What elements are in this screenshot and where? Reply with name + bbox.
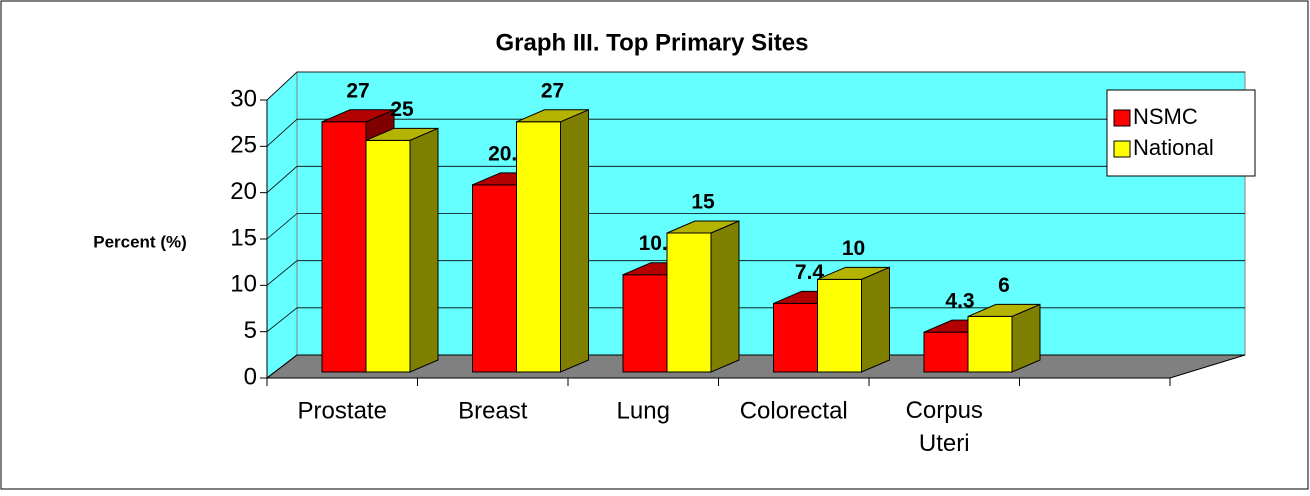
data-label: 4.3 — [945, 290, 974, 313]
y-tick-label: 20 — [230, 178, 257, 205]
y-tick-label: 5 — [244, 317, 257, 344]
grid-line — [266, 71, 298, 101]
bar-front — [472, 184, 517, 373]
data-label: 7.4 — [795, 261, 825, 284]
grid-line — [266, 260, 298, 286]
legend-swatch — [1113, 109, 1131, 127]
legend-label: NSMC — [1133, 104, 1198, 129]
bar-front — [817, 278, 862, 373]
legend-box — [1106, 89, 1256, 177]
x-tick-label: Corpus Uteri — [906, 397, 983, 457]
data-label: 10 — [842, 237, 865, 260]
side-wall — [266, 70, 298, 380]
data-label: 15 — [691, 191, 715, 214]
bar-front — [516, 121, 561, 373]
bar-top — [365, 127, 439, 141]
bar-top — [666, 220, 740, 234]
bar-side — [409, 127, 439, 373]
bar-front — [923, 331, 969, 373]
bar-side — [861, 266, 890, 373]
y-tick-label: 30 — [230, 85, 257, 112]
bar-side — [560, 109, 589, 373]
x-tick-label: Lung — [617, 397, 670, 424]
x-tick-label: Colorectal — [740, 397, 848, 424]
data-label: 25 — [390, 98, 414, 121]
data-label: 6 — [998, 274, 1010, 297]
grid-line — [266, 354, 298, 379]
bar-front — [321, 121, 367, 373]
bar-top — [967, 303, 1041, 317]
bar-front — [967, 315, 1013, 373]
data-label: 27 — [541, 79, 564, 102]
legend-swatch — [1113, 140, 1131, 158]
bar-top — [516, 109, 589, 123]
y-tick-label: 15 — [230, 224, 257, 251]
legend-label: National — [1133, 135, 1214, 160]
x-tick-label: Breast — [458, 397, 528, 424]
bar-front — [666, 232, 712, 373]
grid-line — [266, 166, 298, 193]
bar-front — [365, 139, 411, 373]
bar-front — [622, 274, 668, 373]
grid-line — [266, 213, 298, 240]
chart-title: Graph III. Top Primary Sites — [496, 29, 809, 56]
x-tick-label: Prostate — [298, 397, 387, 424]
bar-top — [321, 109, 395, 123]
bar-top — [817, 266, 890, 280]
y-tick-label: 0 — [244, 363, 257, 390]
bar-front — [773, 302, 818, 373]
y-tick-label: 10 — [230, 271, 257, 298]
grid-line — [266, 118, 298, 147]
grid-line — [266, 307, 298, 332]
data-label: 27 — [346, 79, 369, 102]
bar-side — [710, 220, 740, 373]
y-axis-label: Percent (%) — [93, 232, 187, 251]
y-tick-label: 25 — [230, 132, 257, 159]
plot: 051015202530Prostate2725Breast20.227Lung… — [230, 70, 1256, 457]
